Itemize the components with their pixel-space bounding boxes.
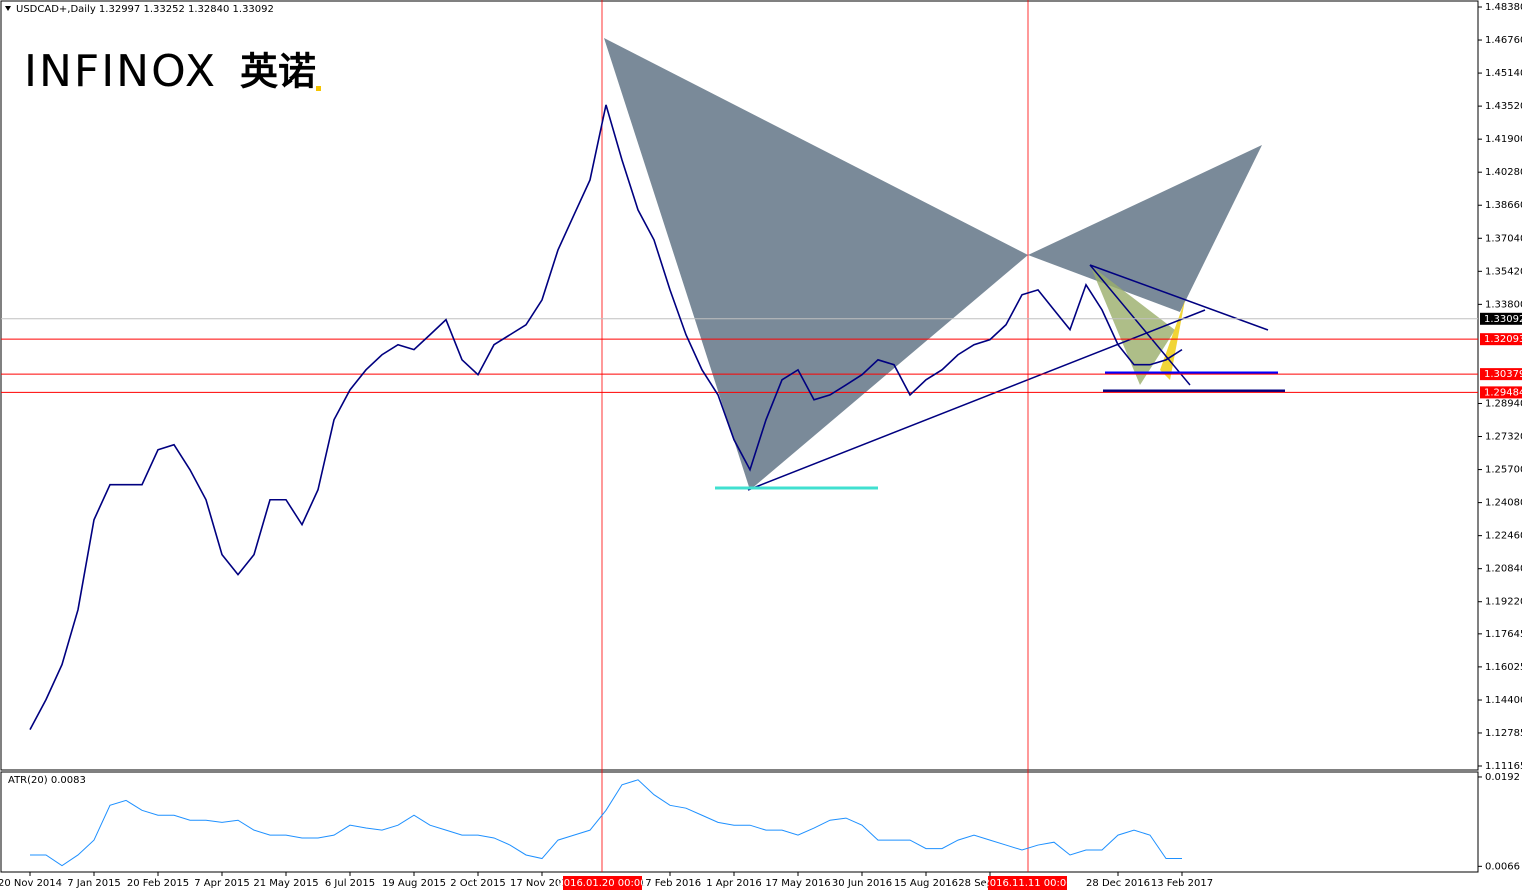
x-tick-label: 2 Oct 2015 bbox=[450, 878, 505, 889]
level-label-box bbox=[1480, 312, 1522, 325]
level-label-box bbox=[1480, 368, 1522, 381]
logo-dot bbox=[316, 86, 321, 91]
y-tick-label: 1.14400 bbox=[1485, 695, 1522, 706]
y-tick-label: 1.41900 bbox=[1485, 134, 1522, 145]
y-tick-label: 1.11165 bbox=[1485, 761, 1522, 772]
level-label-box bbox=[1480, 333, 1522, 346]
marker-label: 2016.01.20 00:00 bbox=[557, 878, 646, 889]
x-tick-label: 28 Dec 2016 bbox=[1086, 878, 1150, 889]
x-tick-label: 13 Feb 2017 bbox=[1151, 878, 1213, 889]
x-tick-label: 17 May 2016 bbox=[765, 878, 830, 889]
y-tick-label: 1.12785 bbox=[1485, 728, 1522, 739]
marker-box bbox=[988, 876, 1067, 890]
y-tick-label: 1.27320 bbox=[1485, 432, 1522, 443]
atr-frame bbox=[0, 771, 1479, 873]
x-tick-label: 7 Apr 2015 bbox=[194, 878, 249, 889]
y-tick-label: 0.0192 bbox=[1485, 772, 1520, 783]
y-tick-label: 1.45140 bbox=[1485, 68, 1522, 79]
x-tick-label: 20 Nov 2014 bbox=[0, 878, 62, 889]
x-tick-label: 7 Jan 2015 bbox=[67, 878, 121, 889]
y-tick-label: 1.17645 bbox=[1485, 629, 1522, 640]
series-line bbox=[30, 779, 1182, 867]
y-tick-label: 1.35420 bbox=[1485, 266, 1522, 277]
level-label: 1.29484 bbox=[1484, 387, 1522, 398]
logo-text: INFINOX bbox=[24, 46, 217, 97]
level-label: 1.33092 bbox=[1484, 314, 1522, 325]
pattern-bcd bbox=[1028, 145, 1262, 312]
level-label: 1.32093 bbox=[1484, 334, 1522, 345]
series-line bbox=[29, 104, 1183, 730]
marker-label: 2016.11.11 00:00 bbox=[983, 878, 1072, 889]
x-tick-label: 17 Feb 2016 bbox=[639, 878, 701, 889]
logo-subtext: 英诺 bbox=[240, 50, 316, 94]
y-tick-label: 1.25700 bbox=[1485, 465, 1522, 476]
x-tick-label: 21 May 2015 bbox=[253, 878, 318, 889]
pattern-small bbox=[1090, 265, 1175, 385]
x-tick-label: 30 Jun 2016 bbox=[832, 878, 892, 889]
y-tick-label: 1.28940 bbox=[1485, 398, 1522, 409]
trend-line bbox=[1089, 264, 1191, 386]
x-tick-label: 19 Aug 2015 bbox=[382, 878, 446, 889]
y-tick-label: 1.40280 bbox=[1485, 167, 1522, 178]
y-tick-label: 1.22460 bbox=[1485, 531, 1522, 542]
trend-line bbox=[747, 309, 1206, 491]
level-label-box bbox=[1480, 386, 1522, 399]
menu-arrow bbox=[5, 6, 11, 11]
x-tick-label: 6 Jul 2015 bbox=[325, 878, 375, 889]
y-tick-label: 1.37040 bbox=[1485, 233, 1522, 244]
x-tick-label: 1 Apr 2016 bbox=[706, 878, 761, 889]
y-tick-label: 1.20840 bbox=[1485, 564, 1522, 575]
pattern-xab bbox=[604, 38, 1028, 490]
y-tick-label: 1.24080 bbox=[1485, 498, 1522, 509]
marker-box bbox=[563, 876, 642, 890]
y-tick-label: 1.16025 bbox=[1485, 662, 1522, 673]
y-tick-label: 1.48380 bbox=[1485, 2, 1522, 13]
chart-title: USDCAD+,Daily 1.32997 1.33252 1.32840 1.… bbox=[16, 4, 274, 15]
y-tick-label: 1.33800 bbox=[1485, 299, 1522, 310]
y-tick-label: 1.46760 bbox=[1485, 35, 1522, 46]
x-tick-label: 15 Aug 2016 bbox=[894, 878, 958, 889]
x-tick-label: 20 Feb 2015 bbox=[127, 878, 189, 889]
y-tick-label: 1.38660 bbox=[1485, 200, 1522, 211]
price-frame bbox=[0, 0, 1479, 771]
y-tick-label: 0.0066 bbox=[1485, 861, 1520, 872]
atr-title: ATR(20) 0.0083 bbox=[8, 775, 86, 786]
y-tick-label: 1.19220 bbox=[1485, 597, 1522, 608]
y-tick-label: 1.43520 bbox=[1485, 101, 1522, 112]
level-label: 1.30379 bbox=[1484, 369, 1522, 380]
x-tick-label: 17 Nov 2015 bbox=[510, 878, 574, 889]
